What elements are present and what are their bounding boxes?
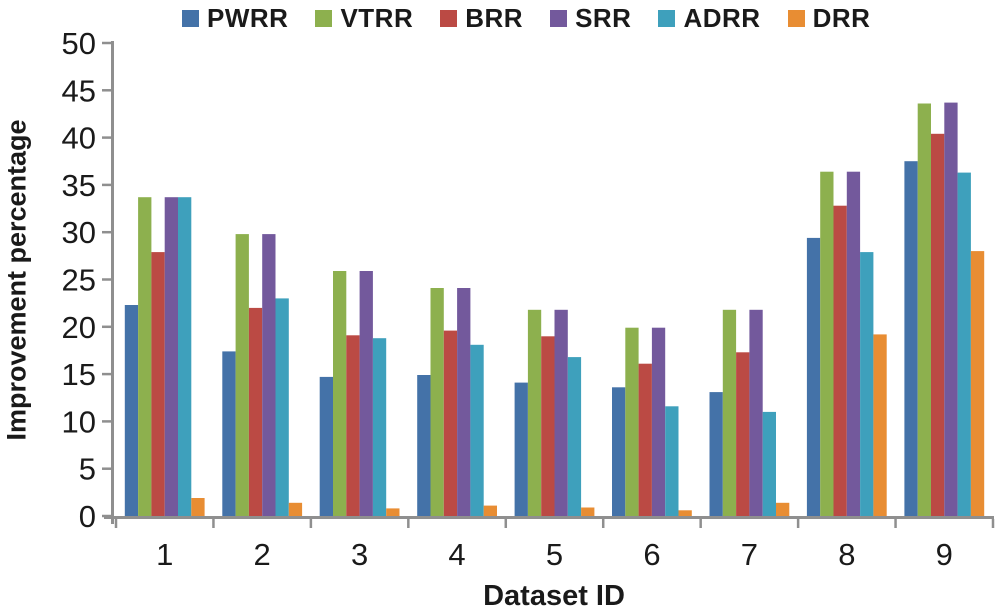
bar-drr-8 [873,334,887,516]
legend-item-srr: SRR [550,3,631,33]
bar-pwrr-9 [904,161,918,516]
x-tick-label: 6 [643,537,660,572]
y-tick-label: 40 [62,121,96,156]
bar-drr-6 [678,510,692,516]
bar-vtrr-1 [138,197,152,516]
bar-pwrr-7 [709,392,723,516]
bar-adrr-8 [860,252,874,516]
bar-vtrr-6 [625,327,639,516]
bar-drr-3 [386,508,400,516]
bar-brr-8 [833,205,847,516]
bar-vtrr-4 [430,288,444,516]
x-tick-label: 7 [741,537,758,572]
bar-drr-9 [970,251,985,516]
bar-adrr-5 [567,357,582,516]
bar-brr-5 [541,336,555,516]
bar-vtrr-5 [527,309,542,516]
bar-brr-4 [443,330,458,516]
bar-srr-1 [164,197,178,516]
bar-brr-6 [638,363,652,516]
x-tick-label: 8 [838,537,855,572]
legend-item-brr: BRR [440,3,523,33]
bar-srr-8 [846,171,861,516]
bar-adrr-1 [178,197,192,516]
y-tick-label: 50 [62,26,96,61]
chart-legend: PWRR VTRR BRR SRR ADRR DRR [182,3,870,33]
y-tick-label: 5 [79,452,96,487]
bar-pwrr-3 [319,376,333,516]
x-tick-label: 3 [351,537,368,572]
y-tick-label: 0 [79,499,96,534]
bar-pwrr-1 [124,305,139,516]
bar-vtrr-3 [333,271,347,516]
legend-swatch-adrr [658,9,676,27]
bar-vtrr-9 [917,103,931,516]
y-tick-label: 10 [62,404,96,439]
y-tick-label: 25 [62,263,96,298]
bar-drr-2 [288,502,303,516]
bar-pwrr-6 [612,387,626,516]
legend-item-adrr: ADRR [658,3,760,33]
bar-brr-3 [346,335,360,516]
legend-swatch-pwrr [182,9,199,27]
legend-item-drr: DRR [787,3,871,33]
bar-adrr-6 [665,406,679,516]
bar-pwrr-4 [417,375,431,516]
legend-swatch-drr [787,9,805,27]
bar-adrr-3 [372,338,387,516]
y-tick-label: 30 [62,215,96,250]
bar-drr-1 [191,498,205,516]
x-tick-label: 9 [936,537,953,572]
bar-drr-7 [776,502,790,516]
bar-adrr-9 [957,172,971,516]
bar-vtrr-2 [235,234,249,516]
bar-srr-6 [651,327,666,516]
bar-adrr-4 [470,344,484,516]
bar-srr-5 [554,309,568,516]
bar-brr-1 [151,252,165,516]
bar-srr-3 [359,271,373,516]
legend-swatch-vtrr [315,9,333,27]
y-tick-label: 45 [62,73,96,108]
x-axis-title: Dataset ID [483,580,625,612]
legend-label: DRR [812,3,871,33]
bar-drr-5 [581,507,595,516]
bar-drr-4 [483,505,497,516]
y-tick-label: 20 [62,310,96,345]
bar-adrr-2 [275,298,289,516]
bar-vtrr-7 [722,309,737,516]
bar-brr-9 [931,133,945,517]
bar-pwrr-2 [222,351,236,516]
bar-srr-7 [749,309,763,516]
legend-item-vtrr: VTRR [315,3,413,33]
x-tick-label: 1 [156,537,173,572]
legend-swatch-brr [440,9,458,27]
bar-pwrr-5 [514,382,528,516]
bar-vtrr-8 [820,171,834,516]
y-tick-label: 35 [62,168,96,203]
bar-adrr-7 [762,411,776,516]
legend-label: BRR [465,3,524,33]
bar-srr-2 [262,234,276,516]
legend-swatch-srr [550,9,568,27]
legend-label: SRR [575,3,632,33]
legend-label: VTRR [340,3,414,33]
bar-brr-2 [248,307,263,516]
y-tick-label: 15 [62,357,96,392]
x-tick-label: 4 [448,537,465,572]
x-tick-label: 2 [254,537,271,572]
legend-label: PWRR [207,3,289,33]
bar-pwrr-8 [806,237,821,516]
bar-srr-4 [457,288,471,516]
bar-brr-7 [736,352,750,516]
bar-srr-9 [944,102,958,516]
legend-item-pwrr: PWRR [182,3,288,33]
x-tick-label: 5 [546,537,563,572]
legend-label: ADRR [683,3,761,33]
